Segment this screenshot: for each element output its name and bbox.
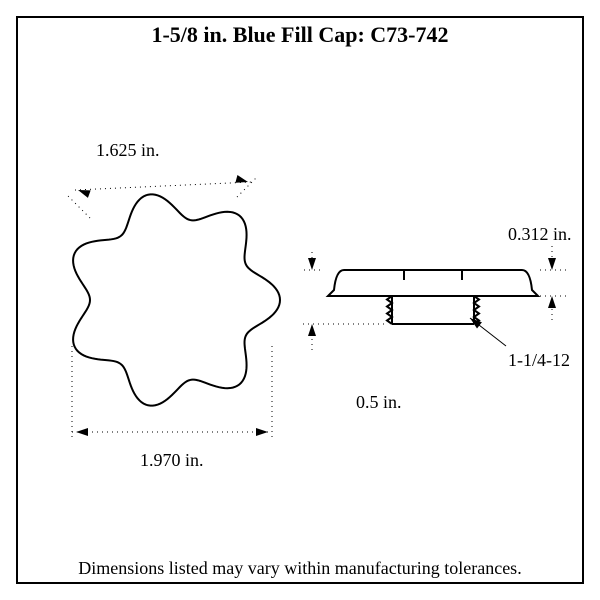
drawing-page: 1-5/8 in. Blue Fill Cap: C73-742 Dimensi… <box>0 0 600 600</box>
drawing-canvas <box>0 0 600 600</box>
